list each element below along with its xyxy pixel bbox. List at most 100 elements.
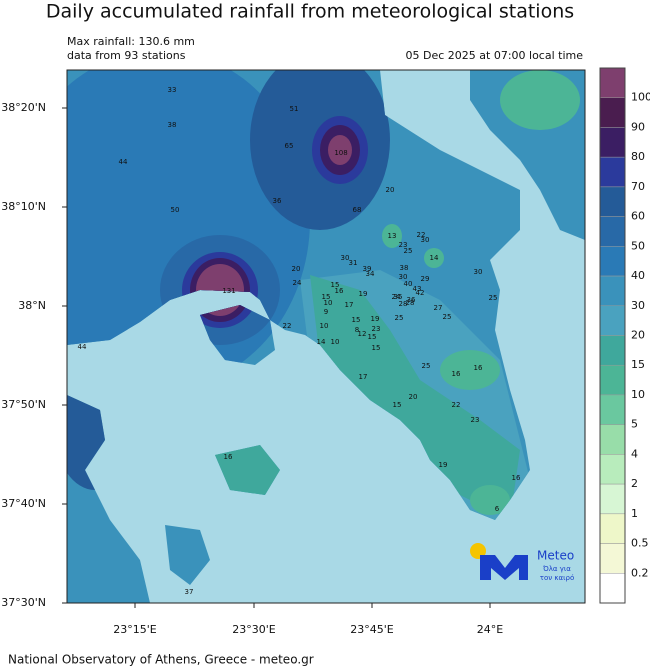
lat-label: 38°N [18, 299, 46, 312]
colorbar-segment [599, 364, 626, 396]
colorbar-label: 0.2 [631, 566, 649, 579]
colorbar-segment [599, 186, 626, 217]
lon-label: 23°45'E [350, 623, 394, 636]
colorbar-frame [599, 67, 626, 604]
station-value: 30 [421, 236, 430, 244]
footer: National Observatory of Athens, Greece -… [8, 653, 314, 667]
colorbar-label: 90 [631, 120, 645, 133]
station-value: 25 [443, 313, 452, 321]
station-value: 23 [471, 416, 480, 424]
lat-label: 37°40'N [1, 497, 46, 510]
title: Daily accumulated rainfall from meteorol… [46, 1, 574, 23]
logo-name: Meteo [537, 549, 574, 563]
colorbar-segment [599, 335, 626, 366]
colorbar-segment [599, 156, 626, 188]
colorbar-label: 5 [631, 418, 638, 431]
colorbar-segment [599, 483, 626, 515]
station-value: 15 [393, 401, 402, 409]
station-value: 14 [317, 338, 326, 346]
station-value: 25 [422, 362, 431, 370]
colorbar-label: 50 [631, 239, 645, 252]
lat-label: 37°30'N [1, 596, 46, 609]
station-value: 9 [324, 308, 328, 316]
station-value: 15 [322, 293, 331, 301]
station-value: 20 [409, 393, 418, 401]
station-value: 25 [404, 247, 413, 255]
station-value: 13 [388, 232, 397, 240]
station-value: 16 [224, 453, 233, 461]
colorbar-segment [599, 246, 626, 277]
station-value: 15 [352, 316, 361, 324]
stations-count: data from 93 stations [67, 49, 186, 62]
station-value: 15 [368, 333, 377, 341]
station-value: 30 [474, 268, 483, 276]
colorbar-label: 10 [631, 388, 645, 401]
station-value: 34 [366, 270, 375, 278]
station-value: 16 [474, 364, 483, 372]
colorbar-label: 70 [631, 180, 645, 193]
station-value: 15 [372, 344, 381, 352]
colorbar-label: 4 [631, 447, 638, 460]
lat-label: 37°50'N [1, 398, 46, 411]
station-value: 28 [406, 299, 415, 307]
colorbar-label: 60 [631, 210, 645, 223]
colorbar-segment [599, 305, 626, 336]
station-value: 22 [417, 231, 426, 239]
colorbar-segment [599, 127, 626, 158]
station-value: 19 [359, 290, 368, 298]
station-value: 43 [413, 285, 422, 293]
station-value: 10 [331, 338, 340, 346]
station-value: 27 [434, 304, 443, 312]
station-value: 16 [452, 370, 461, 378]
station-value: 131 [222, 287, 235, 295]
colorbar-segment [599, 394, 626, 425]
colorbar-segment [599, 216, 626, 247]
max-rainfall: Max rainfall: 130.6 mm [67, 35, 195, 48]
colorbar-label: 1 [631, 507, 638, 520]
colorbar-segment [599, 275, 626, 307]
station-value: 6 [495, 505, 500, 513]
map-frame [66, 69, 586, 604]
lon-label: 23°30'E [232, 623, 276, 636]
station-value: 16 [335, 287, 344, 295]
station-value: 17 [359, 373, 368, 381]
colorbar-label: 80 [631, 150, 645, 163]
colorbar-segment [599, 67, 626, 98]
station-value: 10 [320, 322, 329, 330]
station-value: 38 [168, 121, 177, 129]
station-value: 36 [273, 197, 282, 205]
station-value: 35 [394, 293, 403, 301]
station-value: 44 [119, 158, 128, 166]
station-value: 20 [386, 186, 395, 194]
map [66, 69, 586, 604]
station-value: 22 [283, 322, 292, 330]
station-value: 38 [400, 264, 409, 272]
station-value: 51 [290, 105, 299, 113]
station-value: 23 [399, 241, 408, 249]
colorbar-segment [599, 543, 626, 574]
station-value: 33 [168, 86, 177, 94]
logo-tagline: Όλα για [542, 565, 571, 573]
station-value: 42 [416, 289, 425, 297]
station-value: 25 [489, 294, 498, 302]
lat-label: 38°10'N [1, 200, 46, 213]
colorbar-label: 100 [631, 91, 650, 104]
station-value: 19 [371, 315, 380, 323]
station-value: 20 [292, 265, 301, 273]
station-value: 24 [293, 279, 302, 287]
colorbar-label: 15 [631, 358, 645, 371]
lon-label: 24°E [477, 623, 503, 636]
station-value: 65 [285, 142, 294, 150]
station-value: 12 [358, 330, 367, 338]
station-value: 23 [372, 325, 381, 333]
station-value: 25 [395, 314, 404, 322]
logo-mark [480, 555, 528, 580]
colorbar-segment [599, 454, 626, 485]
station-value: 15 [331, 281, 340, 289]
station-value: 8 [355, 326, 359, 334]
station-value: 40 [404, 280, 413, 288]
station-value: 19 [439, 461, 448, 469]
timestamp: 05 Dec 2025 at 07:00 local time [406, 49, 584, 62]
colorbar-label: 0.5 [631, 537, 649, 550]
labels: 38°20'N 38°10'N 38°N 37°50'N 37°40'N 37°30'N 2… [1, 67, 650, 636]
